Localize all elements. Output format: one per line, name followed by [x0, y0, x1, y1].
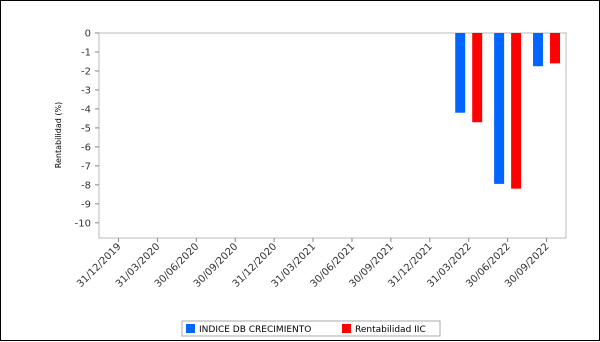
y-tick-label: 0	[85, 29, 91, 40]
bars	[455, 33, 561, 189]
y-tick-label: -5	[81, 123, 91, 134]
legend: INDICE DB CRECIMIENTO Rentabilidad IIC	[181, 320, 441, 337]
x-axis: 31/12/201931/03/202030/06/202030/09/2020…	[75, 238, 552, 290]
y-tick-label: -3	[81, 85, 91, 96]
bar-indice	[533, 33, 544, 67]
bar-rentabilidad	[472, 33, 483, 123]
y-tick-label: -2	[81, 66, 91, 77]
y-tick-label: -10	[75, 218, 91, 229]
legend-label: Rentabilidad IIC	[355, 325, 426, 335]
legend-swatch	[342, 324, 351, 333]
legend-label: INDICE DB CRECIMIENTO	[199, 325, 311, 335]
y-tick-label: -9	[81, 199, 91, 210]
legend-swatch	[186, 324, 195, 333]
bar-indice	[494, 33, 505, 184]
y-tick-label: -7	[81, 161, 91, 172]
bar-rentabilidad	[511, 33, 522, 189]
y-axis-label: Rentabilidad (%)	[54, 102, 63, 168]
y-axis: 0 -1 -2 -3 -4 -5 -6 -7 -8 -9 -10	[75, 29, 99, 229]
y-tick-label: -4	[81, 104, 91, 115]
legend-box	[181, 320, 441, 337]
plot-area	[98, 32, 567, 239]
y-tick-label: -6	[81, 142, 91, 153]
y-tick-label: -8	[81, 180, 91, 191]
y-tick-label: -1	[81, 47, 91, 58]
bar-rentabilidad	[550, 33, 561, 64]
bar-indice	[455, 33, 466, 113]
